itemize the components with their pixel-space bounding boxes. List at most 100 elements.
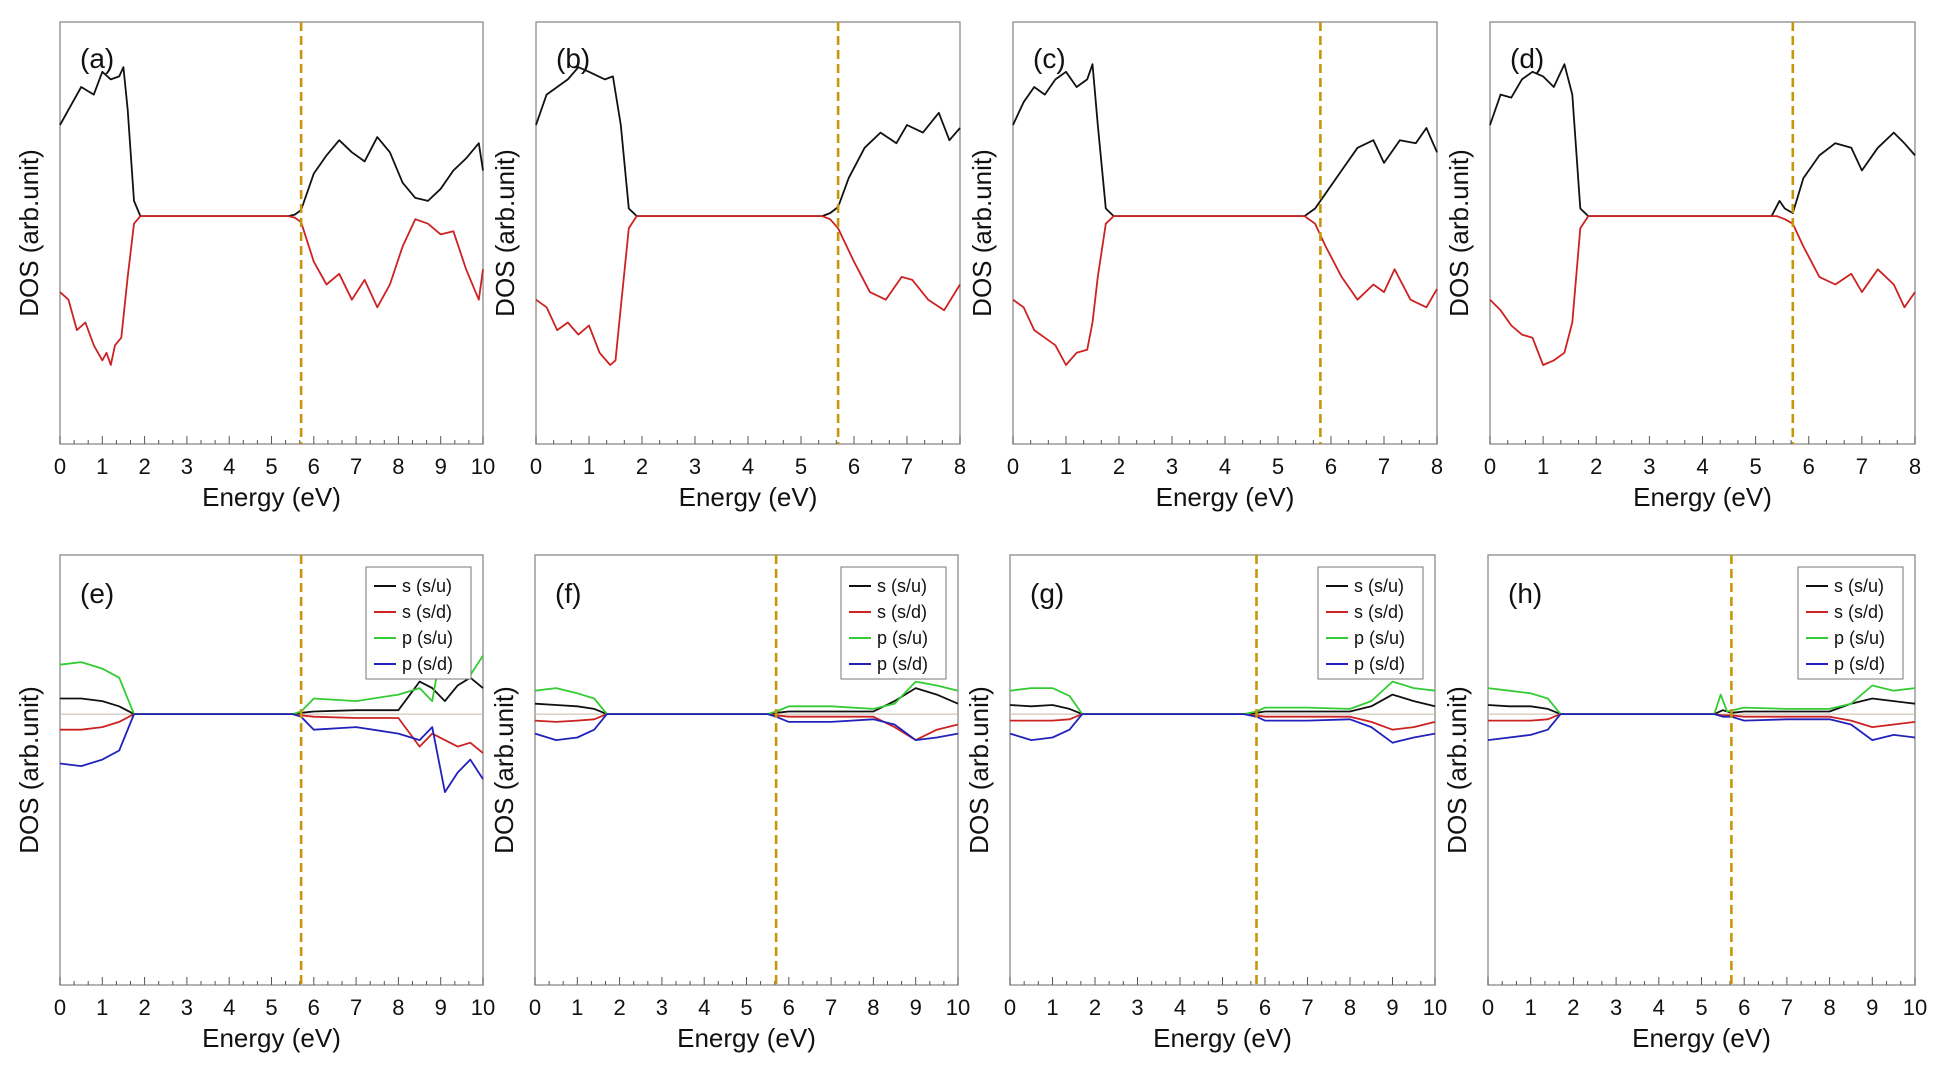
x-tick-label: 4 — [1174, 995, 1186, 1020]
legend-entry: p (s/u) — [402, 628, 453, 648]
x-tick-label: 7 — [350, 995, 362, 1020]
x-tick-label: 4 — [742, 454, 754, 479]
series-line — [59, 713, 484, 793]
x-tick-label: 0 — [54, 995, 66, 1020]
x-tick-label: 5 — [1216, 995, 1228, 1020]
panel-label: (a) — [80, 43, 114, 74]
x-tick-label: 4 — [223, 454, 235, 479]
x-tick-label: 2 — [1567, 995, 1579, 1020]
x-tick-label: 10 — [1903, 995, 1927, 1020]
x-tick-label: 8 — [1909, 454, 1921, 479]
series-line — [1487, 684, 1916, 715]
x-tick-label: 3 — [1131, 995, 1143, 1020]
x-tick-label: 1 — [1525, 995, 1537, 1020]
x-tick-label: 8 — [392, 454, 404, 479]
x-tick-label: 2 — [1590, 454, 1602, 479]
x-tick-label: 2 — [138, 995, 150, 1020]
x-axis-label: Energy (eV) — [202, 1023, 341, 1053]
x-tick-label: 4 — [1696, 454, 1708, 479]
y-axis-label: DOS (arb.unit) — [964, 686, 994, 854]
legend-entry: p (s/u) — [877, 628, 928, 648]
plot-frame — [535, 21, 961, 445]
x-tick-label: 1 — [96, 454, 108, 479]
x-tick-label: 3 — [1643, 454, 1655, 479]
x-tick-label: 2 — [613, 995, 625, 1020]
x-tick-label: 7 — [1301, 995, 1313, 1020]
series-line — [534, 680, 959, 715]
x-tick-label: 8 — [1431, 454, 1443, 479]
y-axis-label: DOS (arb.unit) — [14, 686, 44, 854]
x-axis-label: Energy (eV) — [1632, 1023, 1771, 1053]
series-line — [1009, 693, 1436, 715]
x-tick-label: 3 — [181, 995, 193, 1020]
series-line — [534, 713, 959, 741]
legend-entry: s (s/d) — [1354, 602, 1404, 622]
legend-entry: s (s/u) — [1834, 576, 1884, 596]
x-tick-label: 7 — [350, 454, 362, 479]
chart-panel: 0 1 2 3 4 5 6 7 8 9 10 Energy (eV) DOS (arb.unit) (h)… — [1442, 554, 1927, 1053]
x-tick-label: 10 — [471, 454, 495, 479]
x-tick-label: 8 — [867, 995, 879, 1020]
chart-panel: 0 1 2 3 4 5 6 7 8 9 10 Energy (eV) DOS (arb.unit) (a) — [14, 21, 495, 512]
x-tick-label: 5 — [265, 995, 277, 1020]
chart-panel: 0 1 2 3 4 5 6 7 8 9 10 Energy (eV) DOS (arb.unit) (e)… — [14, 554, 495, 1053]
x-tick-label: 3 — [689, 454, 701, 479]
plot-frame — [1012, 21, 1438, 445]
x-tick-label: 5 — [1272, 454, 1284, 479]
x-tick-label: 1 — [1537, 454, 1549, 479]
x-tick-label: 4 — [1653, 995, 1665, 1020]
x-tick-label: 5 — [795, 454, 807, 479]
x-tick-label: 8 — [954, 454, 966, 479]
legend-entry: p (s/d) — [877, 654, 928, 674]
chart-panel: 0 1 2 3 4 5 6 7 8 9 10 Energy (eV) DOS (arb.unit) (g)… — [964, 554, 1447, 1053]
x-tick-label: 9 — [1386, 995, 1398, 1020]
chart-panel: 0 1 2 3 4 5 6 7 8 Energy (eV) DOS (arb.unit) (c) — [967, 21, 1443, 512]
legend-entry: s (s/u) — [877, 576, 927, 596]
chart-panel: 0 1 2 3 4 5 6 7 8 Energy (eV) DOS (arb.unit) (b) — [490, 21, 966, 512]
y-axis-label: DOS (arb.unit) — [1442, 686, 1472, 854]
series-line — [1009, 713, 1436, 744]
panel-label: (e) — [80, 578, 114, 609]
y-axis-label: DOS (arb.unit) — [489, 686, 519, 854]
x-tick-label: 6 — [783, 995, 795, 1020]
x-tick-label: 8 — [1344, 995, 1356, 1020]
x-tick-label: 1 — [571, 995, 583, 1020]
series-line — [60, 713, 484, 754]
series-line — [534, 687, 959, 715]
series-line — [534, 713, 959, 741]
legend-entry: p (s/d) — [1834, 654, 1885, 674]
x-tick-label: 0 — [1004, 995, 1016, 1020]
panel-label: (g) — [1030, 578, 1064, 609]
plot-frame — [59, 21, 484, 445]
x-tick-label: 6 — [848, 454, 860, 479]
x-tick-label: 2 — [1113, 454, 1125, 479]
x-tick-label: 0 — [530, 454, 542, 479]
x-tick-label: 8 — [392, 995, 404, 1020]
legend-entry: s (s/u) — [1354, 576, 1404, 596]
x-tick-label: 10 — [1423, 995, 1447, 1020]
x-tick-label: 3 — [1166, 454, 1178, 479]
x-tick-label: 2 — [138, 454, 150, 479]
x-tick-label: 6 — [1325, 454, 1337, 479]
x-tick-label: 0 — [1482, 995, 1494, 1020]
x-tick-label: 4 — [698, 995, 710, 1020]
x-axis-label: Energy (eV) — [1633, 482, 1772, 512]
legend-entry: s (s/d) — [402, 602, 452, 622]
series-line — [1009, 680, 1436, 715]
panel-label: (f) — [555, 578, 581, 609]
x-tick-label: 7 — [1378, 454, 1390, 479]
x-tick-label: 1 — [1046, 995, 1058, 1020]
series-line — [59, 215, 484, 366]
x-tick-label: 6 — [1738, 995, 1750, 1020]
series-line — [1012, 215, 1438, 366]
x-tick-label: 5 — [740, 995, 752, 1020]
x-tick-label: 9 — [435, 454, 447, 479]
series-line — [1010, 713, 1436, 731]
legend-entry: p (s/u) — [1834, 628, 1885, 648]
series-line — [535, 66, 961, 218]
x-tick-label: 10 — [946, 995, 970, 1020]
y-axis-label: DOS (arb.unit) — [1444, 149, 1474, 317]
x-tick-label: 4 — [223, 995, 235, 1020]
y-axis-label: DOS (arb.unit) — [14, 149, 44, 317]
x-axis-label: Energy (eV) — [202, 482, 341, 512]
